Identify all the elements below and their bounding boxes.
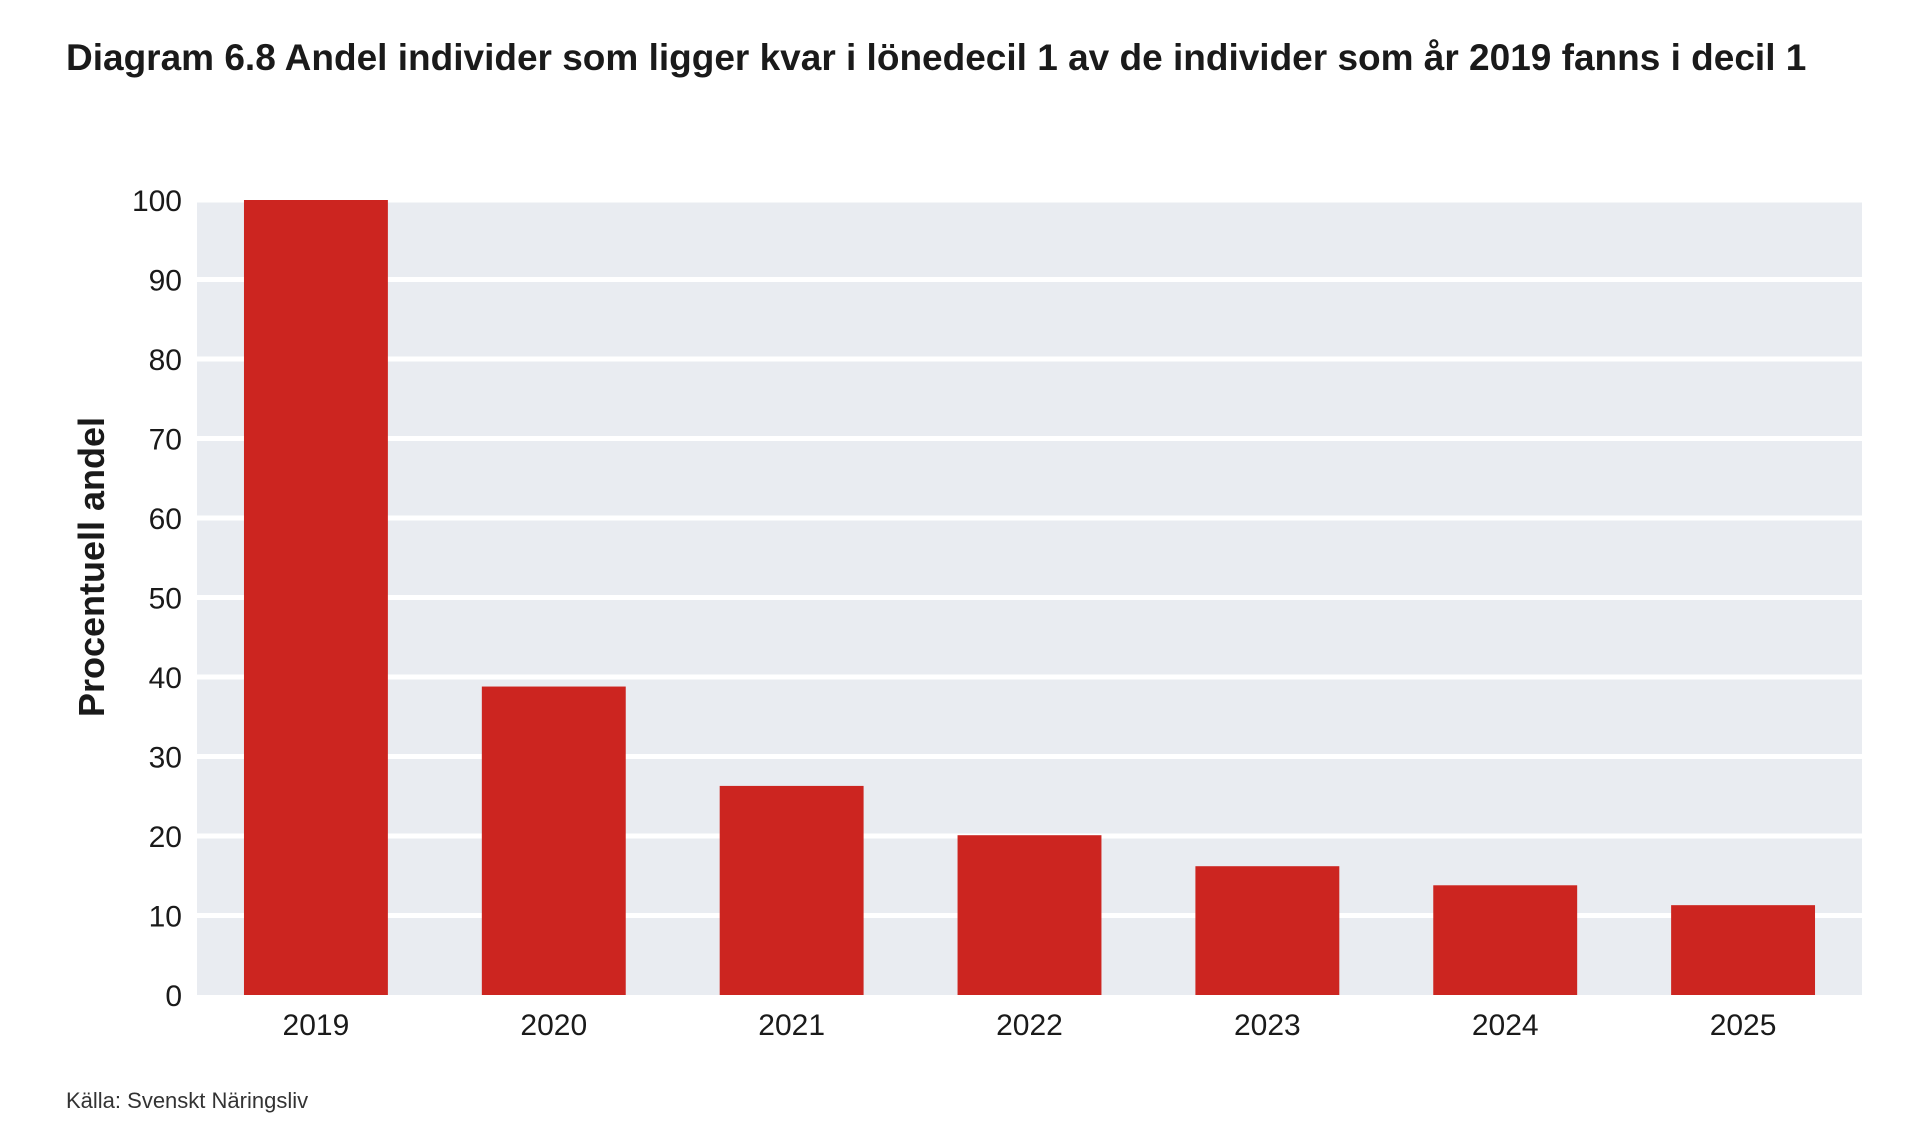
bar-2023 <box>1195 866 1340 995</box>
y-axis-ticks: 0 10 20 30 40 50 60 70 80 90 100 <box>132 185 182 1013</box>
y-tick-label: 50 <box>149 583 182 616</box>
x-tick-label: 2020 <box>520 1009 587 1042</box>
x-tick-label: 2021 <box>758 1009 825 1042</box>
bar-2020 <box>481 686 626 995</box>
y-tick-label: 60 <box>149 503 182 536</box>
y-tick-label: 90 <box>149 265 182 298</box>
bar-2021 <box>719 785 864 995</box>
x-tick-label: 2024 <box>1472 1009 1539 1042</box>
y-tick-label: 70 <box>149 424 182 457</box>
y-tick-label: 40 <box>149 662 182 695</box>
bar-2019 <box>243 200 388 995</box>
chart-title: Diagram 6.8 Andel individer som ligger k… <box>66 37 1807 78</box>
x-axis-ticks: 2019 2020 2021 2022 2023 2024 2025 <box>283 1009 1777 1042</box>
bar-2022 <box>957 835 1102 995</box>
y-tick-label: 20 <box>149 821 182 854</box>
y-tick-label: 10 <box>149 901 182 934</box>
y-tick-label: 0 <box>165 980 182 1013</box>
x-tick-label: 2022 <box>996 1009 1063 1042</box>
bar-2025 <box>1671 905 1816 995</box>
bar-2024 <box>1433 885 1578 995</box>
x-tick-label: 2025 <box>1710 1009 1777 1042</box>
x-tick-label: 2023 <box>1234 1009 1301 1042</box>
y-tick-label: 100 <box>132 185 182 218</box>
bars <box>243 200 1816 995</box>
gridlines <box>197 197 1862 918</box>
y-tick-label: 30 <box>149 742 182 775</box>
y-tick-label: 80 <box>149 344 182 377</box>
y-axis-label: Procentuell andel <box>71 417 112 717</box>
source-note: Källa: Svenskt Näringsliv <box>66 1088 309 1113</box>
x-tick-label: 2019 <box>283 1009 350 1042</box>
